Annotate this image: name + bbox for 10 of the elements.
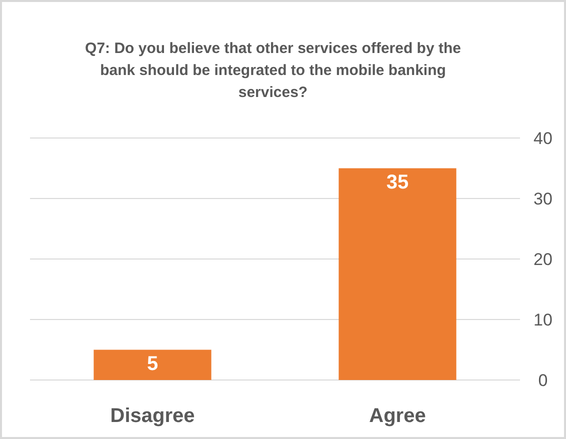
y-tick-label: 40 xyxy=(534,128,552,148)
data-label: 35 xyxy=(386,171,409,194)
x-tick-label: Disagree xyxy=(110,405,195,427)
y-tick-label: 10 xyxy=(534,310,552,330)
x-tick-label: Agree xyxy=(369,405,426,427)
chart-title: Q7: Do you believe that other services offered by the bank should be integrated to the mobile banking services? xyxy=(85,40,461,101)
data-label: 5 xyxy=(146,352,158,375)
y-tick-label: 20 xyxy=(534,250,552,269)
y-tick-label: 0 xyxy=(538,370,548,390)
y-tick-label: 30 xyxy=(534,189,552,208)
